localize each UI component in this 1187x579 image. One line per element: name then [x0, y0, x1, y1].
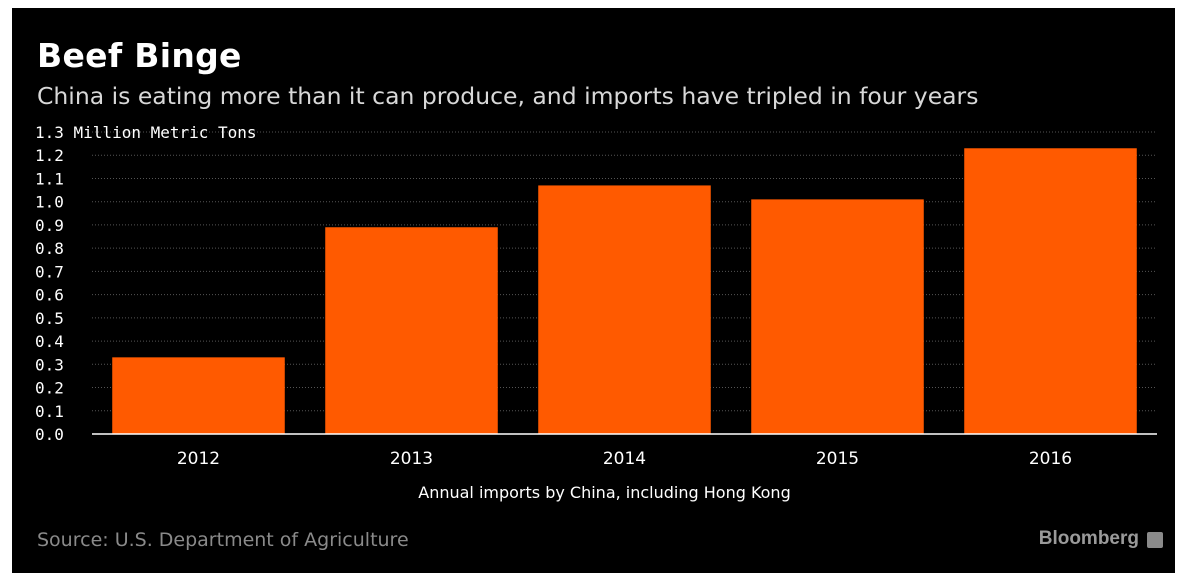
bar-2016	[964, 148, 1137, 434]
bar-2014	[538, 185, 711, 434]
bar-chart: 0.0 0.1 0.2 0.3 0.4 0.5 0.6 0.7 0.8 0.9 1.0 1.1 1.2 1…	[35, 123, 1157, 502]
y-tick-label: 0.1	[35, 402, 64, 421]
x-tick-label: 2015	[816, 449, 859, 469]
x-tick-label: 2013	[390, 449, 433, 469]
y-tick-label: 0.3	[35, 355, 64, 374]
y-tick-label: 0.6	[35, 286, 64, 305]
bar-2012	[112, 357, 285, 434]
y-tick-label: 1.1	[35, 169, 64, 188]
x-tick-label: 2014	[603, 449, 646, 469]
y-tick-label: 1.0	[35, 193, 64, 212]
brand-logo: Bloomberg	[1038, 528, 1139, 549]
y-tick-label: 1.3 Million Metric Tons	[35, 123, 257, 142]
x-axis-label: Annual imports by China, including Hong …	[418, 483, 790, 502]
source-note: Source: U.S. Department of Agriculture	[37, 529, 409, 551]
y-tick-label: 0.9	[35, 216, 64, 235]
y-tick-label: 0.0	[35, 425, 64, 444]
y-tick-label: 1.2	[35, 146, 64, 165]
y-tick-label: 0.4	[35, 332, 64, 351]
chart-panel: Beef Binge China is eating more than it …	[12, 8, 1175, 573]
y-tick-label: 0.5	[35, 309, 64, 328]
y-tick-label: 0.7	[35, 262, 64, 281]
bar-2015	[751, 199, 924, 434]
bloomberg-logo-icon	[1147, 532, 1163, 548]
chart-title: Beef Binge	[37, 36, 242, 75]
chart-subtitle: China is eating more than it can produce…	[37, 82, 979, 110]
x-tick-label: 2012	[177, 449, 220, 469]
bar-2013	[325, 227, 498, 434]
y-tick-label: 0.2	[35, 379, 64, 398]
y-tick-label: 0.8	[35, 239, 64, 258]
x-tick-label: 2016	[1029, 449, 1072, 469]
